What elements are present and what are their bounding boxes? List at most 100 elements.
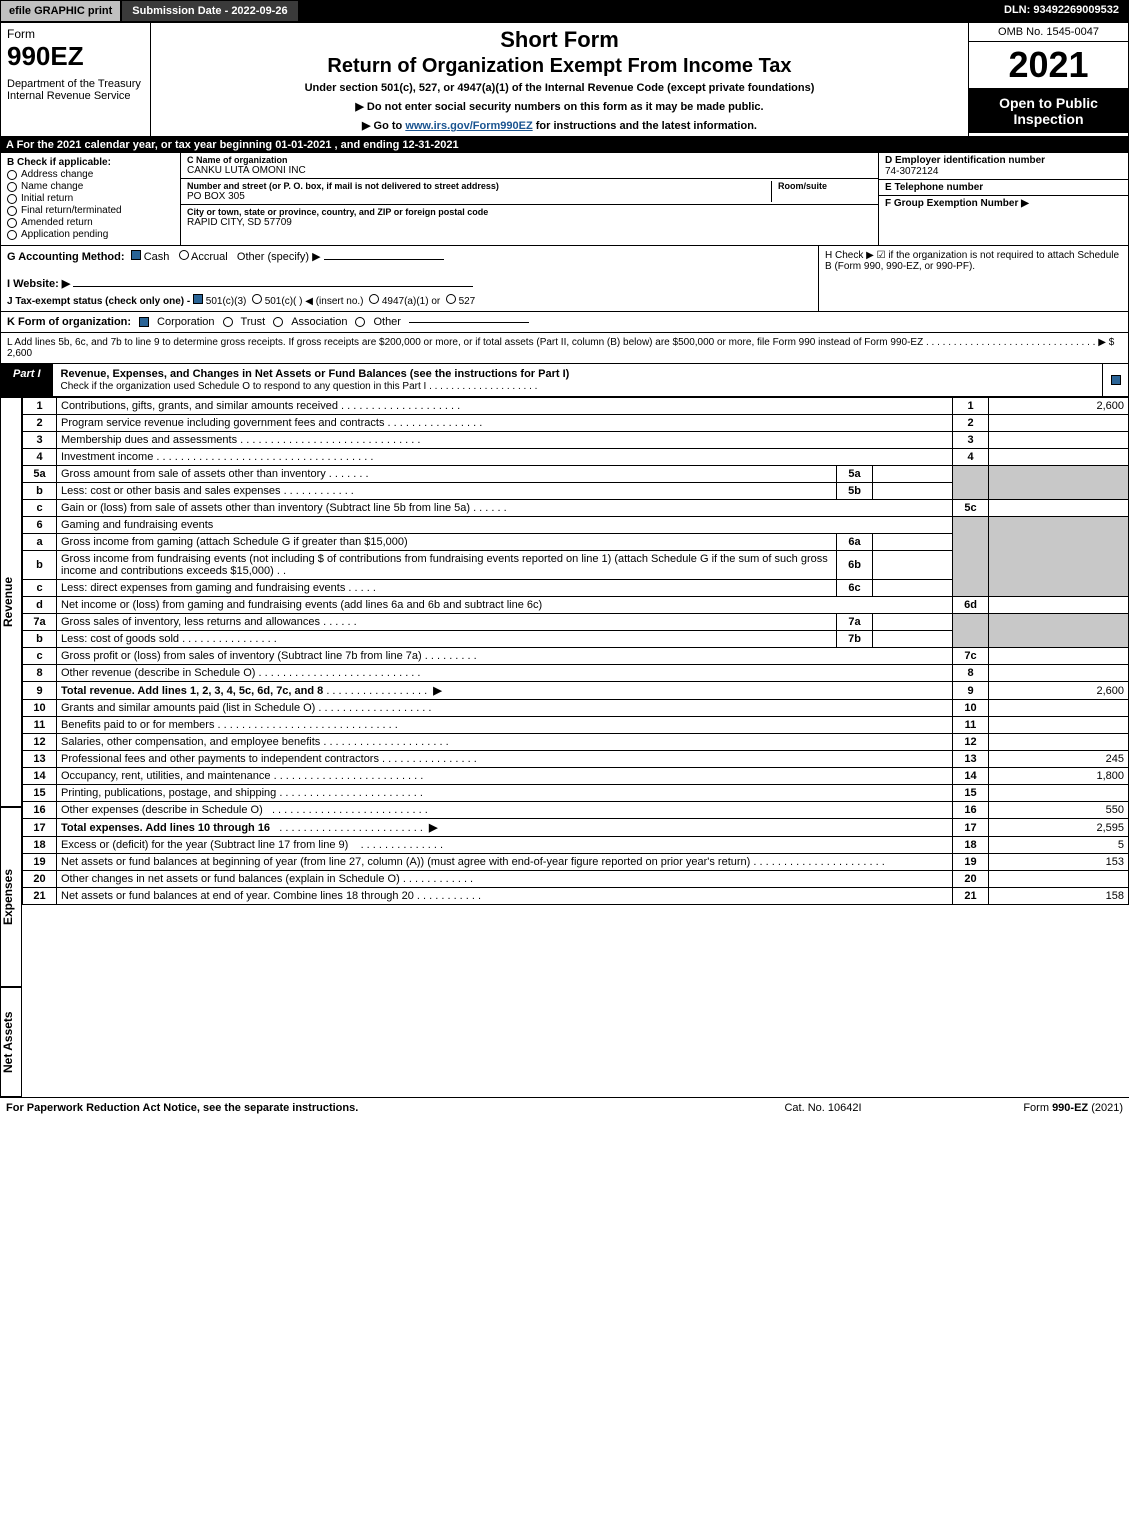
ein-lbl: D Employer identification number (885, 155, 1122, 166)
line-8-val (989, 665, 1129, 682)
line-2-desc: Program service revenue including govern… (61, 417, 384, 429)
department-label: Department of the Treasury Internal Reve… (7, 78, 144, 102)
line-14: 14Occupancy, rent, utilities, and mainte… (23, 768, 1129, 785)
lbl-name-change: Name change (21, 181, 83, 192)
chk-cash[interactable] (131, 250, 141, 260)
part-1-schedule-o-chk[interactable] (1102, 364, 1128, 396)
footer-cat-no: Cat. No. 10642I (723, 1102, 923, 1114)
lbl-other-method: Other (specify) ▶ (237, 251, 321, 263)
chk-schedule-o (1111, 375, 1121, 385)
submission-date-badge: Submission Date - 2022-09-26 (121, 0, 298, 22)
other-org-underline (409, 322, 529, 323)
shade-6-val (989, 517, 1129, 597)
line-7a-mid: 7a (837, 614, 873, 631)
line-5c-num: c (23, 500, 57, 517)
line-7a: 7aGross sales of inventory, less returns… (23, 614, 1129, 631)
line-17-val: 2,595 (989, 819, 1129, 837)
efile-print-button[interactable]: efile GRAPHIC print (0, 0, 121, 22)
chk-accrual[interactable] (179, 250, 189, 260)
line-16-val: 550 (989, 802, 1129, 819)
shade-6 (953, 517, 989, 597)
line-4-rnum: 4 (953, 449, 989, 466)
line-6a-num: a (23, 534, 57, 551)
chk-application-pending[interactable] (7, 230, 17, 240)
line-18-num: 18 (23, 837, 57, 854)
info-grid: B Check if applicable: Address change Na… (0, 153, 1129, 246)
grp-lbl: F Group Exemption Number ▶ (885, 198, 1029, 209)
line-9-val: 2,600 (989, 682, 1129, 700)
line-21-val: 158 (989, 888, 1129, 905)
chk-501c[interactable] (252, 294, 262, 304)
part-1-tag: Part I (1, 364, 53, 396)
line-6b-mid: 6b (837, 551, 873, 580)
chk-address-change[interactable] (7, 170, 17, 180)
line-15-desc: Printing, publications, postage, and shi… (61, 787, 276, 799)
tel-lbl: E Telephone number (885, 182, 1122, 193)
line-6d-num: d (23, 597, 57, 614)
line-11-rnum: 11 (953, 717, 989, 734)
irs-link[interactable]: www.irs.gov/Form990EZ (405, 120, 532, 132)
line-17-desc: Total expenses. Add lines 10 through 16 (61, 822, 270, 834)
chk-name-change[interactable] (7, 182, 17, 192)
line-20-desc: Other changes in net assets or fund bala… (61, 873, 400, 885)
ein-box: D Employer identification number 74-3072… (879, 153, 1128, 180)
chk-initial-return[interactable] (7, 194, 17, 204)
chk-trust[interactable] (223, 317, 233, 327)
line-6b-midval (873, 551, 953, 580)
line-17-num: 17 (23, 819, 57, 837)
chk-amended-return[interactable] (7, 218, 17, 228)
lbl-4947: 4947(a)(1) or (382, 296, 440, 307)
city-lbl: City or town, state or province, country… (187, 207, 872, 217)
line-3-num: 3 (23, 432, 57, 449)
org-name-lbl: C Name of organization (187, 155, 872, 165)
org-name-box: C Name of organization CANKU LUTA OMONI … (181, 153, 878, 179)
line-9-desc: Total revenue. Add lines 1, 2, 3, 4, 5c,… (61, 685, 323, 697)
footer-left: For Paperwork Reduction Act Notice, see … (6, 1102, 723, 1114)
line-9-num: 9 (23, 682, 57, 700)
chk-4947[interactable] (369, 294, 379, 304)
line-2: 2Program service revenue including gover… (23, 415, 1129, 432)
line-12-val (989, 734, 1129, 751)
line-12: 12Salaries, other compensation, and empl… (23, 734, 1129, 751)
ssn-warning: ▶ Do not enter social security numbers o… (161, 100, 958, 113)
line-7b-desc: Less: cost of goods sold (61, 633, 179, 645)
line-8: 8Other revenue (describe in Schedule O) … (23, 665, 1129, 682)
chk-final-return[interactable] (7, 206, 17, 216)
line-1-desc: Contributions, gifts, grants, and simila… (61, 400, 338, 412)
line-5c-val (989, 500, 1129, 517)
chk-association[interactable] (273, 317, 283, 327)
line-17-rnum: 17 (953, 819, 989, 837)
open-to-public-badge: Open to Public Inspection (969, 89, 1128, 133)
line-18: 18Excess or (deficit) for the year (Subt… (23, 837, 1129, 854)
chk-corporation[interactable] (139, 317, 149, 327)
city-value: RAPID CITY, SD 57709 (187, 217, 872, 228)
chk-501c3[interactable] (193, 294, 203, 304)
line-6b-num: b (23, 551, 57, 580)
lbl-501c: 501(c)( ) ◀ (insert no.) (265, 296, 364, 307)
line-20-val (989, 871, 1129, 888)
dln-label: DLN: 93492269009532 (994, 0, 1129, 22)
footer-form-pre: Form (1023, 1102, 1052, 1114)
lbl-other-org: Other (373, 316, 401, 328)
tax-year: 2021 (969, 42, 1128, 89)
line-10-num: 10 (23, 700, 57, 717)
city-box: City or town, state or province, country… (181, 205, 878, 230)
b-label: B Check if applicable: (7, 157, 174, 168)
line-5b-desc: Less: cost or other basis and sales expe… (61, 485, 281, 497)
top-bar: efile GRAPHIC print Submission Date - 20… (0, 0, 1129, 22)
line-6c-num: c (23, 580, 57, 597)
shade-7ab-val (989, 614, 1129, 648)
return-title: Return of Organization Exempt From Incom… (161, 55, 958, 78)
lbl-association: Association (291, 316, 347, 328)
line-11: 11Benefits paid to or for members . . . … (23, 717, 1129, 734)
line-16-num: 16 (23, 802, 57, 819)
line-3: 3Membership dues and assessments . . . .… (23, 432, 1129, 449)
line-18-val: 5 (989, 837, 1129, 854)
line-5c-desc: Gain or (loss) from sale of assets other… (61, 502, 470, 514)
line-14-desc: Occupancy, rent, utilities, and maintena… (61, 770, 271, 782)
short-form-title: Short Form (161, 27, 958, 53)
chk-527[interactable] (446, 294, 456, 304)
line-8-num: 8 (23, 665, 57, 682)
line-5a-num: 5a (23, 466, 57, 483)
chk-other-org[interactable] (355, 317, 365, 327)
